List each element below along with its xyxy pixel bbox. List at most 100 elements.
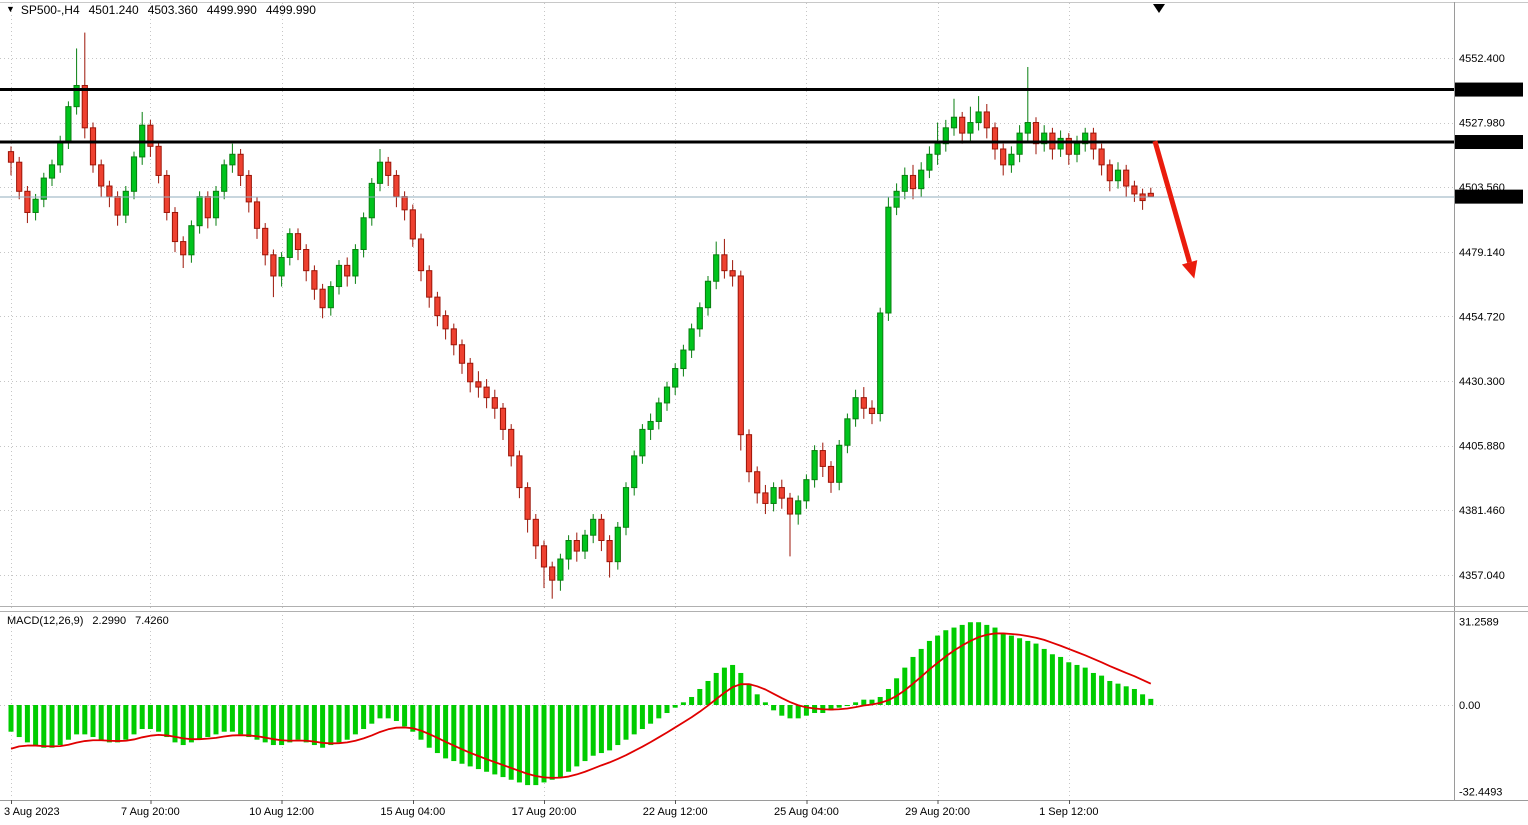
candle-body <box>778 487 785 499</box>
time-tick-label: 17 Aug 20:00 <box>512 806 577 818</box>
candle-body <box>1024 122 1031 134</box>
price-tick-label: 4357.040 <box>1459 570 1505 582</box>
macd-bar <box>98 705 104 740</box>
candle-body <box>327 286 334 309</box>
macd-bar <box>90 705 96 738</box>
macd-bar <box>1033 643 1039 705</box>
macd-bar <box>828 705 834 711</box>
candle-body <box>770 487 777 504</box>
candle-body <box>868 407 876 415</box>
candle-body <box>581 534 589 552</box>
candle-body <box>57 140 64 166</box>
candle-body <box>836 444 843 483</box>
candles-layer <box>7 32 1154 599</box>
macd-bar <box>598 705 604 754</box>
time-axis[interactable]: 3 Aug 2023 7 Aug 20:00 10 Aug 12:00 15 Aug … <box>4 800 1098 818</box>
macd-bar <box>156 705 162 732</box>
chart-shift-icon[interactable] <box>1153 4 1165 13</box>
candle-body <box>344 264 351 277</box>
time-tick-label: 15 Aug 04:00 <box>380 806 445 818</box>
price-tick-label: 4430.300 <box>1459 376 1505 388</box>
macd-bar <box>795 705 801 719</box>
candle-body <box>188 225 195 256</box>
price-axis[interactable]: 4552.4004527.9804503.5604479.1404454.720… <box>1455 53 1523 799</box>
candle-body <box>163 174 170 213</box>
time-tick-label: 3 Aug 2023 <box>4 806 60 818</box>
macd-bar <box>508 705 514 780</box>
macd-bar <box>1017 638 1023 705</box>
candle-body <box>171 211 179 243</box>
candle-body <box>795 500 802 515</box>
macd-bar <box>894 678 900 705</box>
macd-bar <box>369 705 375 724</box>
macd-bar <box>877 696 883 705</box>
candle-body <box>458 344 466 364</box>
candle-body <box>959 116 966 134</box>
macd-bar <box>262 705 268 743</box>
candle-body <box>704 280 712 309</box>
candle-body <box>385 161 392 176</box>
candle-body <box>1082 132 1089 145</box>
macd-bar <box>459 705 465 764</box>
candle-body <box>590 518 597 536</box>
ohlc-open-value: 4501.240 <box>88 3 139 17</box>
macd-bar <box>328 705 334 746</box>
candle-body <box>1057 137 1064 150</box>
candle-body <box>532 518 539 547</box>
macd-bar <box>1131 688 1137 705</box>
candle-body <box>729 270 736 277</box>
candle-body <box>114 196 121 216</box>
macd-bar <box>721 667 727 705</box>
macd-bar <box>8 705 14 732</box>
candle-body <box>491 397 498 409</box>
level-price-tag <box>1455 135 1523 150</box>
candle-body <box>598 518 605 542</box>
candle-body <box>1065 137 1072 155</box>
macd-bar <box>16 705 22 738</box>
macd-bar <box>180 705 186 746</box>
macd-bar <box>451 705 457 762</box>
candle-body <box>221 164 228 192</box>
macd-bar <box>188 705 194 743</box>
macd-bar <box>1148 698 1154 705</box>
macd-bar <box>1074 664 1080 705</box>
candle-body <box>426 270 433 298</box>
candle-body <box>335 264 343 288</box>
macd-bar <box>393 705 399 722</box>
candle-body <box>557 558 564 581</box>
macd-bar <box>566 705 572 772</box>
macd-bar <box>74 705 80 735</box>
macd-histogram <box>8 622 1154 786</box>
candle-body <box>573 540 580 552</box>
candle-body <box>245 174 252 203</box>
ohlc-high-value: 4503.360 <box>147 3 198 17</box>
trend-arrow[interactable] <box>1152 140 1198 279</box>
candle-body <box>16 161 23 192</box>
candle-body <box>688 328 695 351</box>
macd-bar <box>713 672 719 705</box>
candle-body <box>885 206 892 314</box>
macd-bar <box>467 705 473 767</box>
macd-bar <box>33 705 39 746</box>
tick-down-icon: ▼ <box>6 4 15 14</box>
macd-bar <box>115 705 121 743</box>
price-tick-label: 4454.720 <box>1459 311 1505 323</box>
candle-body <box>852 397 859 420</box>
candle-body <box>672 368 679 388</box>
candle-body <box>975 111 982 124</box>
macd-bar <box>336 705 342 743</box>
macd-tick-label: 0.00 <box>1459 700 1480 712</box>
macd-bar <box>992 627 998 705</box>
macd-bar <box>1041 648 1047 705</box>
candle-body <box>786 497 794 515</box>
candle-body <box>803 479 810 502</box>
candle-body <box>81 84 88 129</box>
macd-bar <box>557 705 563 778</box>
svg-text:4540.462: 4540.462 <box>1459 85 1505 97</box>
candle-body <box>1016 132 1023 155</box>
macd-bar <box>607 705 613 751</box>
macd-bar <box>500 705 506 778</box>
macd-bar <box>959 624 965 705</box>
